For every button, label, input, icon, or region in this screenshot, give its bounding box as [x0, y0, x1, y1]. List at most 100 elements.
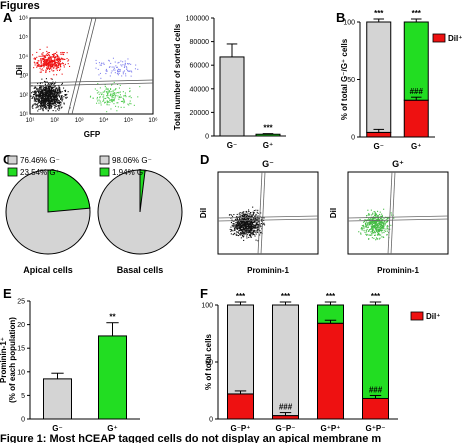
flow-a-event — [37, 83, 39, 85]
flow-a-event — [48, 104, 50, 106]
flow-a-event — [41, 94, 43, 96]
flow-event — [241, 214, 243, 216]
flow-a-event — [69, 107, 71, 109]
flow-a-event — [50, 93, 52, 95]
flow-a-event — [46, 98, 48, 100]
flow-a-event — [113, 89, 115, 91]
flow-a-event — [57, 99, 59, 101]
flow-event — [371, 214, 373, 216]
flow-a-event — [40, 65, 42, 67]
flow-event — [371, 230, 373, 232]
flow-a-event — [33, 67, 35, 69]
flow-a-event — [58, 85, 60, 87]
flow-a-event — [52, 65, 54, 67]
flow-a-event — [113, 92, 115, 94]
flow-event — [242, 213, 244, 215]
flow-event — [253, 233, 255, 235]
flow-a-event — [118, 96, 120, 98]
flow-a-event — [109, 99, 111, 101]
flow-event — [256, 227, 258, 229]
flow-a-event — [53, 89, 55, 91]
flow-a-event — [48, 93, 50, 95]
flow-a-event — [45, 71, 47, 73]
flow-a-event — [35, 58, 37, 60]
flow-event — [374, 234, 376, 236]
legend-label: 23.54% G⁺ — [20, 168, 60, 177]
flow-a-event — [47, 93, 49, 95]
flow-a-event — [50, 59, 52, 61]
flow-event — [371, 227, 373, 229]
flow-a-event — [64, 90, 66, 92]
bar-segment-other — [272, 304, 299, 417]
flow-event — [366, 234, 368, 236]
flow-a-event — [44, 84, 46, 86]
flow-a-event — [49, 60, 51, 62]
flow-a-event — [113, 103, 115, 105]
flow-event — [249, 231, 251, 233]
flow-event — [365, 222, 367, 224]
flow-event — [250, 221, 252, 223]
panel-label-d: D — [200, 152, 209, 167]
flow-a-event — [35, 91, 37, 93]
significance-label: *** — [371, 292, 381, 301]
flow-event — [372, 213, 374, 215]
flow-event — [251, 227, 253, 229]
flow-event — [367, 223, 369, 225]
flow-a-event — [40, 90, 42, 92]
flow-event — [366, 228, 368, 230]
flow-a-event — [118, 72, 120, 74]
flow-a-event — [89, 96, 91, 98]
flow-event — [365, 223, 367, 225]
flow-a-event — [51, 83, 53, 85]
flow-a-event — [36, 63, 38, 65]
flow-event — [251, 215, 253, 217]
flow-a-event — [44, 86, 46, 88]
flow-a-event — [117, 74, 119, 76]
flow-a-event — [48, 91, 50, 93]
flow-event — [382, 219, 384, 221]
flow-event — [231, 219, 233, 221]
flow-a-event — [33, 96, 35, 98]
flow-a-event — [60, 92, 62, 94]
flow-a-event — [47, 103, 49, 105]
flow-a-event — [48, 63, 50, 65]
flow-a-event — [130, 103, 132, 105]
flow-a-event — [48, 105, 50, 107]
flow-event — [381, 218, 383, 220]
flow-a-event — [54, 90, 56, 92]
flow-event — [241, 226, 243, 228]
flow-event — [249, 225, 251, 227]
flow-event — [363, 228, 365, 230]
flow-a-event — [54, 88, 56, 90]
flow-a-event — [34, 102, 36, 104]
flow-a-event — [69, 65, 71, 67]
flow-a-event — [41, 90, 43, 92]
flow-a-event — [54, 60, 56, 62]
flow-a-event — [49, 57, 51, 59]
flow-a-event — [67, 91, 69, 93]
flow-a-event — [50, 96, 52, 98]
flow-a-event — [52, 64, 54, 66]
flow-a-event — [61, 95, 63, 97]
y-tick-label: 15 — [17, 346, 25, 353]
x-tick-label: G⁻ — [227, 141, 237, 150]
flow-a-event — [50, 60, 52, 62]
flow-a-event — [108, 104, 110, 106]
flow-event — [264, 224, 266, 226]
flow-event — [370, 209, 372, 211]
flow-event — [383, 208, 385, 210]
flow-a-event — [103, 63, 105, 65]
flow-a-event — [62, 52, 64, 54]
flow-a-event — [45, 59, 47, 61]
flow-a-event — [117, 62, 119, 64]
flow-a-event — [45, 94, 47, 96]
flow-event — [258, 217, 260, 219]
flow-event — [382, 226, 384, 228]
flow-event — [237, 235, 239, 237]
flow-event — [375, 227, 377, 229]
flow-a-event — [37, 65, 39, 67]
flow-a-event — [46, 100, 48, 102]
flow-a-event — [54, 94, 56, 96]
flow-event — [236, 224, 238, 226]
